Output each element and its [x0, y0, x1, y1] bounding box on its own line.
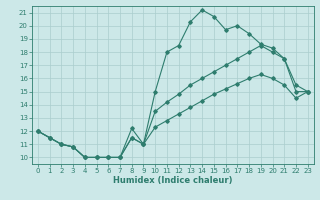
X-axis label: Humidex (Indice chaleur): Humidex (Indice chaleur) — [113, 176, 233, 185]
